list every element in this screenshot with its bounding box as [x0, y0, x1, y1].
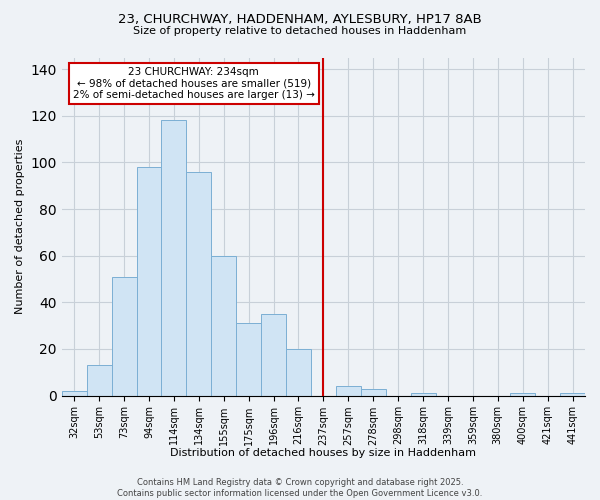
Bar — [112, 276, 137, 396]
Text: 23, CHURCHWAY, HADDENHAM, AYLESBURY, HP17 8AB: 23, CHURCHWAY, HADDENHAM, AYLESBURY, HP1… — [118, 12, 482, 26]
Bar — [261, 314, 286, 396]
Bar — [410, 393, 436, 396]
Bar — [286, 349, 311, 396]
Bar — [161, 120, 187, 396]
Text: Contains HM Land Registry data © Crown copyright and database right 2025.
Contai: Contains HM Land Registry data © Crown c… — [118, 478, 482, 498]
Text: Size of property relative to detached houses in Haddenham: Size of property relative to detached ho… — [133, 26, 467, 36]
Bar — [137, 167, 161, 396]
Bar — [361, 388, 386, 396]
Bar — [87, 365, 112, 396]
X-axis label: Distribution of detached houses by size in Haddenham: Distribution of detached houses by size … — [170, 448, 476, 458]
Bar — [510, 393, 535, 396]
Bar — [336, 386, 361, 396]
Bar — [187, 172, 211, 396]
Bar — [62, 391, 87, 396]
Bar — [560, 393, 585, 396]
Bar — [236, 323, 261, 396]
Text: 23 CHURCHWAY: 234sqm
← 98% of detached houses are smaller (519)
2% of semi-detac: 23 CHURCHWAY: 234sqm ← 98% of detached h… — [73, 67, 315, 100]
Bar — [211, 256, 236, 396]
Y-axis label: Number of detached properties: Number of detached properties — [15, 139, 25, 314]
